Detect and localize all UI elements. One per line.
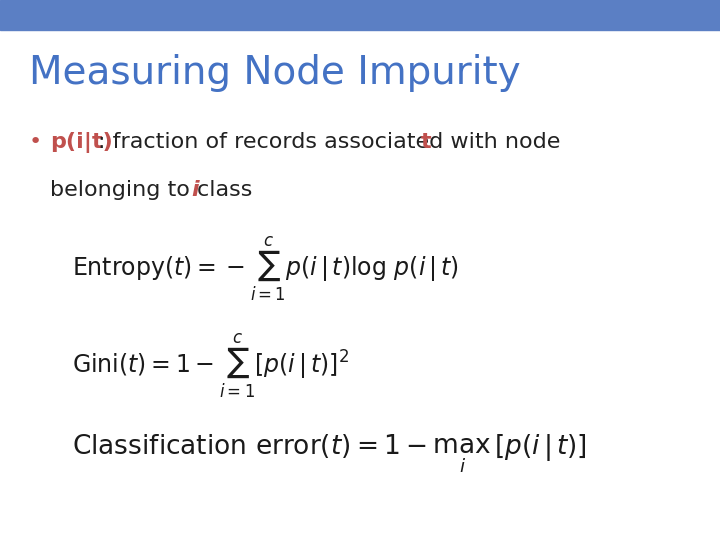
Text: $\mathrm{Classification\ error}(t) = 1 - \max_i\,[p(i\,|\,t)]$: $\mathrm{Classification\ error}(t) = 1 -… bbox=[72, 432, 587, 475]
Text: $\mathrm{Gini}(t) = 1 - \sum_{i=1}^{c} [p(i\,|\,t)]^2$: $\mathrm{Gini}(t) = 1 - \sum_{i=1}^{c} [… bbox=[72, 332, 349, 401]
Text: Measuring Node Impurity: Measuring Node Impurity bbox=[29, 54, 521, 92]
Text: •: • bbox=[29, 132, 42, 152]
Text: : fraction of records associated with node: : fraction of records associated with no… bbox=[98, 132, 567, 152]
Text: i: i bbox=[192, 180, 199, 200]
FancyBboxPatch shape bbox=[0, 0, 720, 30]
Text: p(i|t): p(i|t) bbox=[50, 132, 113, 153]
Text: $\mathrm{Entropy}(t) = -\sum_{i=1}^{c} p(i\,|\,t) \log\, p(i\,|\,t)$: $\mathrm{Entropy}(t) = -\sum_{i=1}^{c} p… bbox=[72, 235, 459, 303]
Text: belonging to class: belonging to class bbox=[50, 180, 260, 200]
Text: t: t bbox=[420, 132, 431, 152]
